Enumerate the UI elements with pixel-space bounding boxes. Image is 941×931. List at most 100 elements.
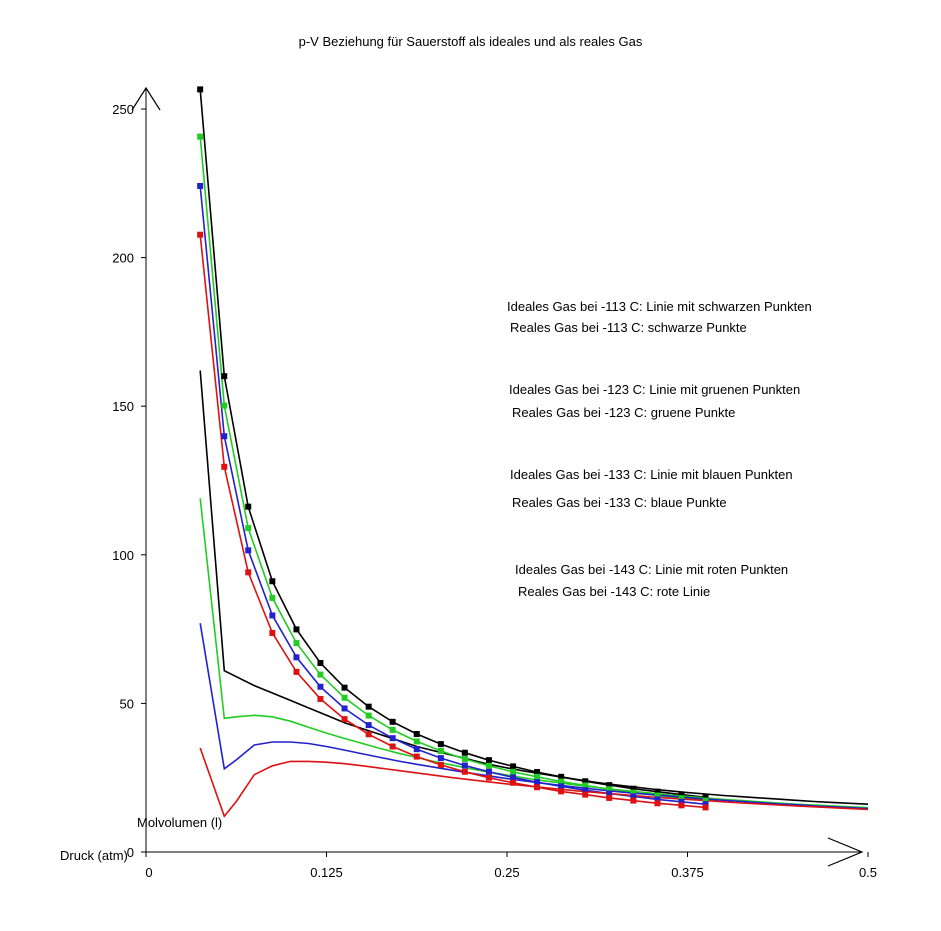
data-point-0	[678, 791, 685, 798]
data-point-0	[221, 373, 228, 380]
data-point-4	[606, 790, 613, 797]
data-point-6	[558, 788, 565, 795]
data-point-0	[485, 757, 492, 764]
data-point-2	[341, 694, 348, 701]
data-point-6	[389, 743, 396, 750]
data-point-6	[293, 668, 300, 675]
data-point-0	[245, 503, 252, 510]
axes	[131, 86, 864, 867]
data-point-6	[702, 804, 709, 811]
data-point-6	[413, 753, 420, 760]
data-point-2	[245, 525, 252, 532]
data-point-4	[534, 779, 541, 786]
data-point-4	[630, 793, 637, 800]
data-point-4	[510, 774, 517, 781]
data-point-6	[630, 797, 637, 804]
data-point-2	[485, 762, 492, 769]
data-point-6	[582, 791, 589, 798]
data-point-6	[485, 774, 492, 781]
y-tick-label: 100	[112, 548, 134, 563]
chart-title: p-V Beziehung für Sauerstoff als ideales…	[298, 34, 643, 49]
y-tick-label: 250	[112, 102, 134, 117]
data-point-2	[654, 792, 661, 799]
data-point-0	[389, 718, 396, 725]
data-point-2	[606, 786, 613, 793]
x-tick-label: 0.5	[859, 865, 877, 880]
data-point-0	[269, 578, 276, 585]
data-point-0	[606, 782, 613, 789]
data-point-2	[678, 795, 685, 802]
data-point-2	[702, 797, 709, 804]
data-point-2	[293, 640, 300, 647]
legend-entry-ideal-143: Ideales Gas bei -143 C: Linie mit roten …	[515, 562, 789, 577]
data-point-4	[197, 182, 204, 189]
data-point-6	[341, 716, 348, 723]
legend-entry-ideal-123: Ideales Gas bei -123 C: Linie mit gruene…	[509, 382, 801, 397]
data-point-2	[365, 712, 372, 719]
data-point-0	[534, 769, 541, 776]
data-point-0	[558, 773, 565, 780]
data-point-2	[582, 782, 589, 789]
data-point-6	[461, 768, 468, 775]
data-point-6	[437, 761, 444, 768]
tick-labels: 0 0.125 0.25 0.375 0.5 0 50 100 150 200 250	[112, 102, 877, 880]
data-point-0	[437, 741, 444, 748]
data-point-6	[317, 695, 324, 702]
legend-entry-real-133: Reales Gas bei -133 C: blaue Punkte	[512, 495, 727, 510]
data-point-4	[245, 547, 252, 554]
data-point-0	[582, 778, 589, 785]
x-axis-arrow	[827, 837, 864, 867]
x-tick-label: 0.125	[310, 865, 343, 880]
series-line-0	[199, 89, 706, 799]
data-point-4	[582, 787, 589, 794]
data-point-6	[606, 794, 613, 801]
data-point-4	[678, 798, 685, 805]
data-point-4	[413, 746, 420, 753]
data-point-6	[534, 784, 541, 791]
x-tick-label: 0.25	[494, 865, 519, 880]
y-tick-label: 50	[120, 696, 134, 711]
data-point-0	[341, 684, 348, 691]
data-point-0	[317, 659, 324, 666]
data-point-4	[437, 755, 444, 762]
data-point-0	[654, 788, 661, 795]
data-point-4	[341, 705, 348, 712]
series-points	[197, 86, 709, 811]
y-tick-label: 150	[112, 399, 134, 414]
y-tick-label: 0	[127, 845, 134, 860]
x-axis-label: Molvolumen (l)	[137, 815, 223, 830]
y-axis-label: Druck (atm)	[60, 848, 128, 863]
data-point-6	[197, 231, 204, 238]
data-point-4	[317, 683, 324, 690]
data-point-2	[534, 773, 541, 780]
series-line-6	[199, 234, 706, 809]
data-point-2	[413, 738, 420, 745]
data-point-0	[630, 785, 637, 792]
data-point-6	[510, 779, 517, 786]
data-point-4	[389, 735, 396, 742]
y-tick-label: 200	[112, 251, 134, 266]
data-point-4	[461, 762, 468, 769]
data-point-0	[197, 86, 204, 93]
data-point-4	[293, 654, 300, 661]
data-point-4	[485, 768, 492, 775]
data-point-6	[269, 629, 276, 636]
data-point-6	[245, 569, 252, 576]
legend-entry-ideal-133: Ideales Gas bei -133 C: Linie mit blauen…	[510, 467, 793, 482]
data-point-2	[269, 594, 276, 601]
data-point-2	[630, 789, 637, 796]
legend-entry-ideal-113: Ideales Gas bei -113 C: Linie mit schwar…	[507, 299, 812, 314]
series-lines	[199, 89, 869, 818]
data-point-6	[654, 800, 661, 807]
data-point-2	[221, 402, 228, 409]
data-point-6	[365, 731, 372, 738]
data-point-0	[365, 703, 372, 710]
data-point-2	[558, 778, 565, 785]
data-point-6	[221, 463, 228, 470]
data-point-2	[317, 671, 324, 678]
legend-entry-real-113: Reales Gas bei -113 C: schwarze Punkte	[510, 320, 747, 335]
data-point-0	[510, 763, 517, 770]
data-point-2	[437, 747, 444, 754]
data-point-4	[221, 433, 228, 440]
